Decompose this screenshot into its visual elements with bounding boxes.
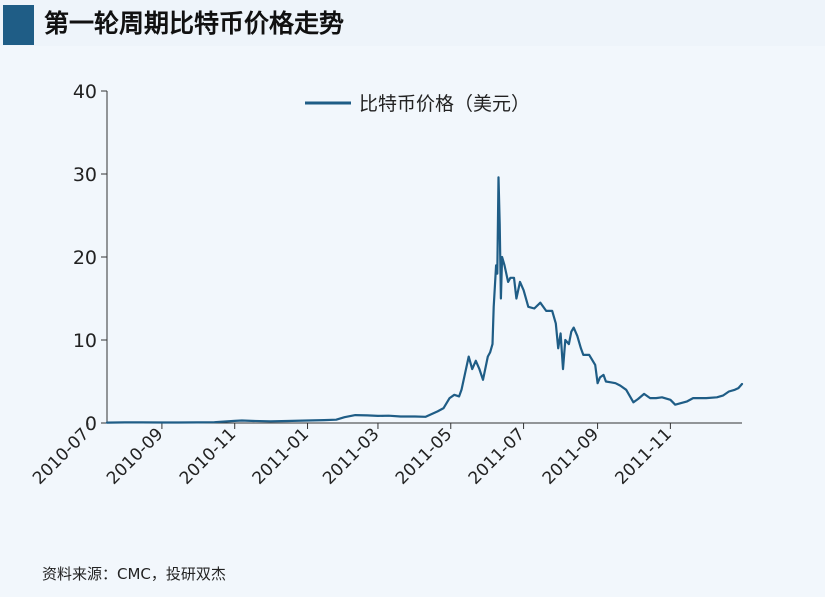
y-tick-label: 40	[73, 81, 97, 103]
x-tick-label: 2010-11	[176, 424, 240, 488]
x-tick-label: 2011-11	[612, 424, 676, 488]
x-tick-label: 2011-09	[539, 424, 603, 488]
series-line-bitcoin-price	[105, 176, 744, 424]
x-tick-label: 2010-09	[103, 424, 167, 488]
series-layer	[105, 176, 744, 424]
legend-label: 比特币价格（美元）	[359, 93, 530, 115]
y-tick-label: 0	[85, 413, 97, 435]
chart-legend: 比特币价格（美元）	[305, 93, 530, 115]
x-tick-label: 2011-03	[319, 424, 383, 488]
source-note: 资料来源：CMC，投研双杰	[42, 565, 226, 583]
x-tick-label: 2011-01	[249, 424, 313, 488]
page-title: 第一轮周期比特币价格走势	[44, 9, 345, 38]
title-bar: 第一轮周期比特币价格走势	[0, 0, 825, 46]
x-tick-label: 2011-05	[392, 424, 456, 488]
x-tick-label: 2011-07	[465, 424, 529, 488]
title-accent-block	[3, 5, 34, 45]
y-tick-label: 30	[73, 164, 97, 186]
y-tick-label: 20	[73, 247, 97, 269]
x-tick-label: 2010-07	[29, 424, 93, 488]
y-tick-label: 10	[73, 330, 97, 352]
